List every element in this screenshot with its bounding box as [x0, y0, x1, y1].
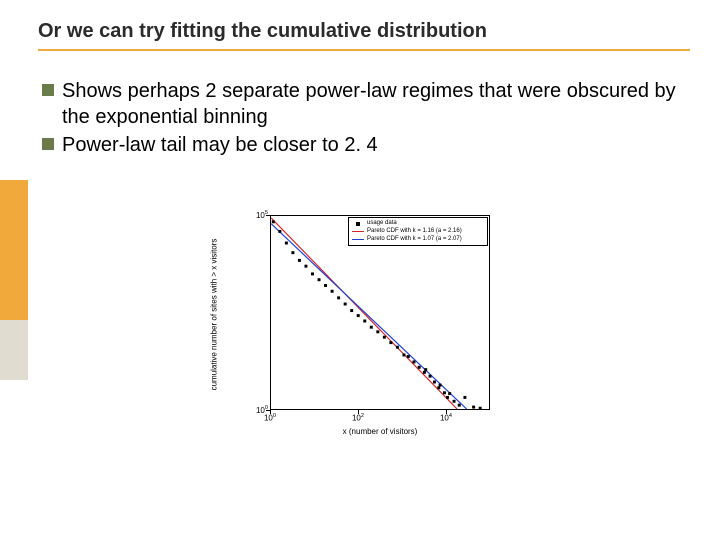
legend-label: Pareto CDF with k = 1.16 (a = 2.16) [367, 228, 462, 236]
legend-marker-icon [352, 222, 364, 226]
legend: usage data Pareto CDF with k = 1.16 (a =… [348, 217, 488, 246]
bullet-list: Shows perhaps 2 separate power-law regim… [42, 78, 690, 160]
bullet-text: Shows perhaps 2 separate power-law regim… [62, 78, 690, 130]
x-tick-label: 104 [440, 413, 452, 423]
slide-title: Or we can try fitting the cumulative dis… [38, 20, 690, 51]
legend-label: usage data [367, 220, 397, 228]
legend-item: usage data [352, 220, 484, 228]
legend-line-icon [352, 239, 364, 241]
bullet-item: Power-law tail may be closer to 2. 4 [42, 132, 690, 158]
legend-item: Pareto CDF with k = 1.07 (a = 2.07) [352, 236, 484, 244]
side-accent-beige [0, 320, 28, 380]
x-tick-label: 102 [352, 413, 364, 423]
legend-item: Pareto CDF with k = 1.16 (a = 2.16) [352, 228, 484, 236]
x-axis-label: x (number of visitors) [270, 427, 490, 436]
title-bar: Or we can try fitting the cumulative dis… [38, 20, 690, 51]
side-accent-orange [0, 180, 28, 320]
bullet-item: Shows perhaps 2 separate power-law regim… [42, 78, 690, 130]
y-axis-label: cumulative number of sites with > x visi… [210, 239, 219, 391]
legend-line-icon [352, 231, 364, 233]
square-bullet-icon [42, 138, 54, 150]
bullet-text: Power-law tail may be closer to 2. 4 [62, 132, 378, 158]
y-tick-label: 100 [256, 405, 268, 415]
square-bullet-icon [42, 84, 54, 96]
legend-label: Pareto CDF with k = 1.07 (a = 2.07) [367, 236, 462, 244]
y-tick-label: 105 [256, 210, 268, 220]
chart: cumulative number of sites with > x visi… [220, 205, 520, 465]
